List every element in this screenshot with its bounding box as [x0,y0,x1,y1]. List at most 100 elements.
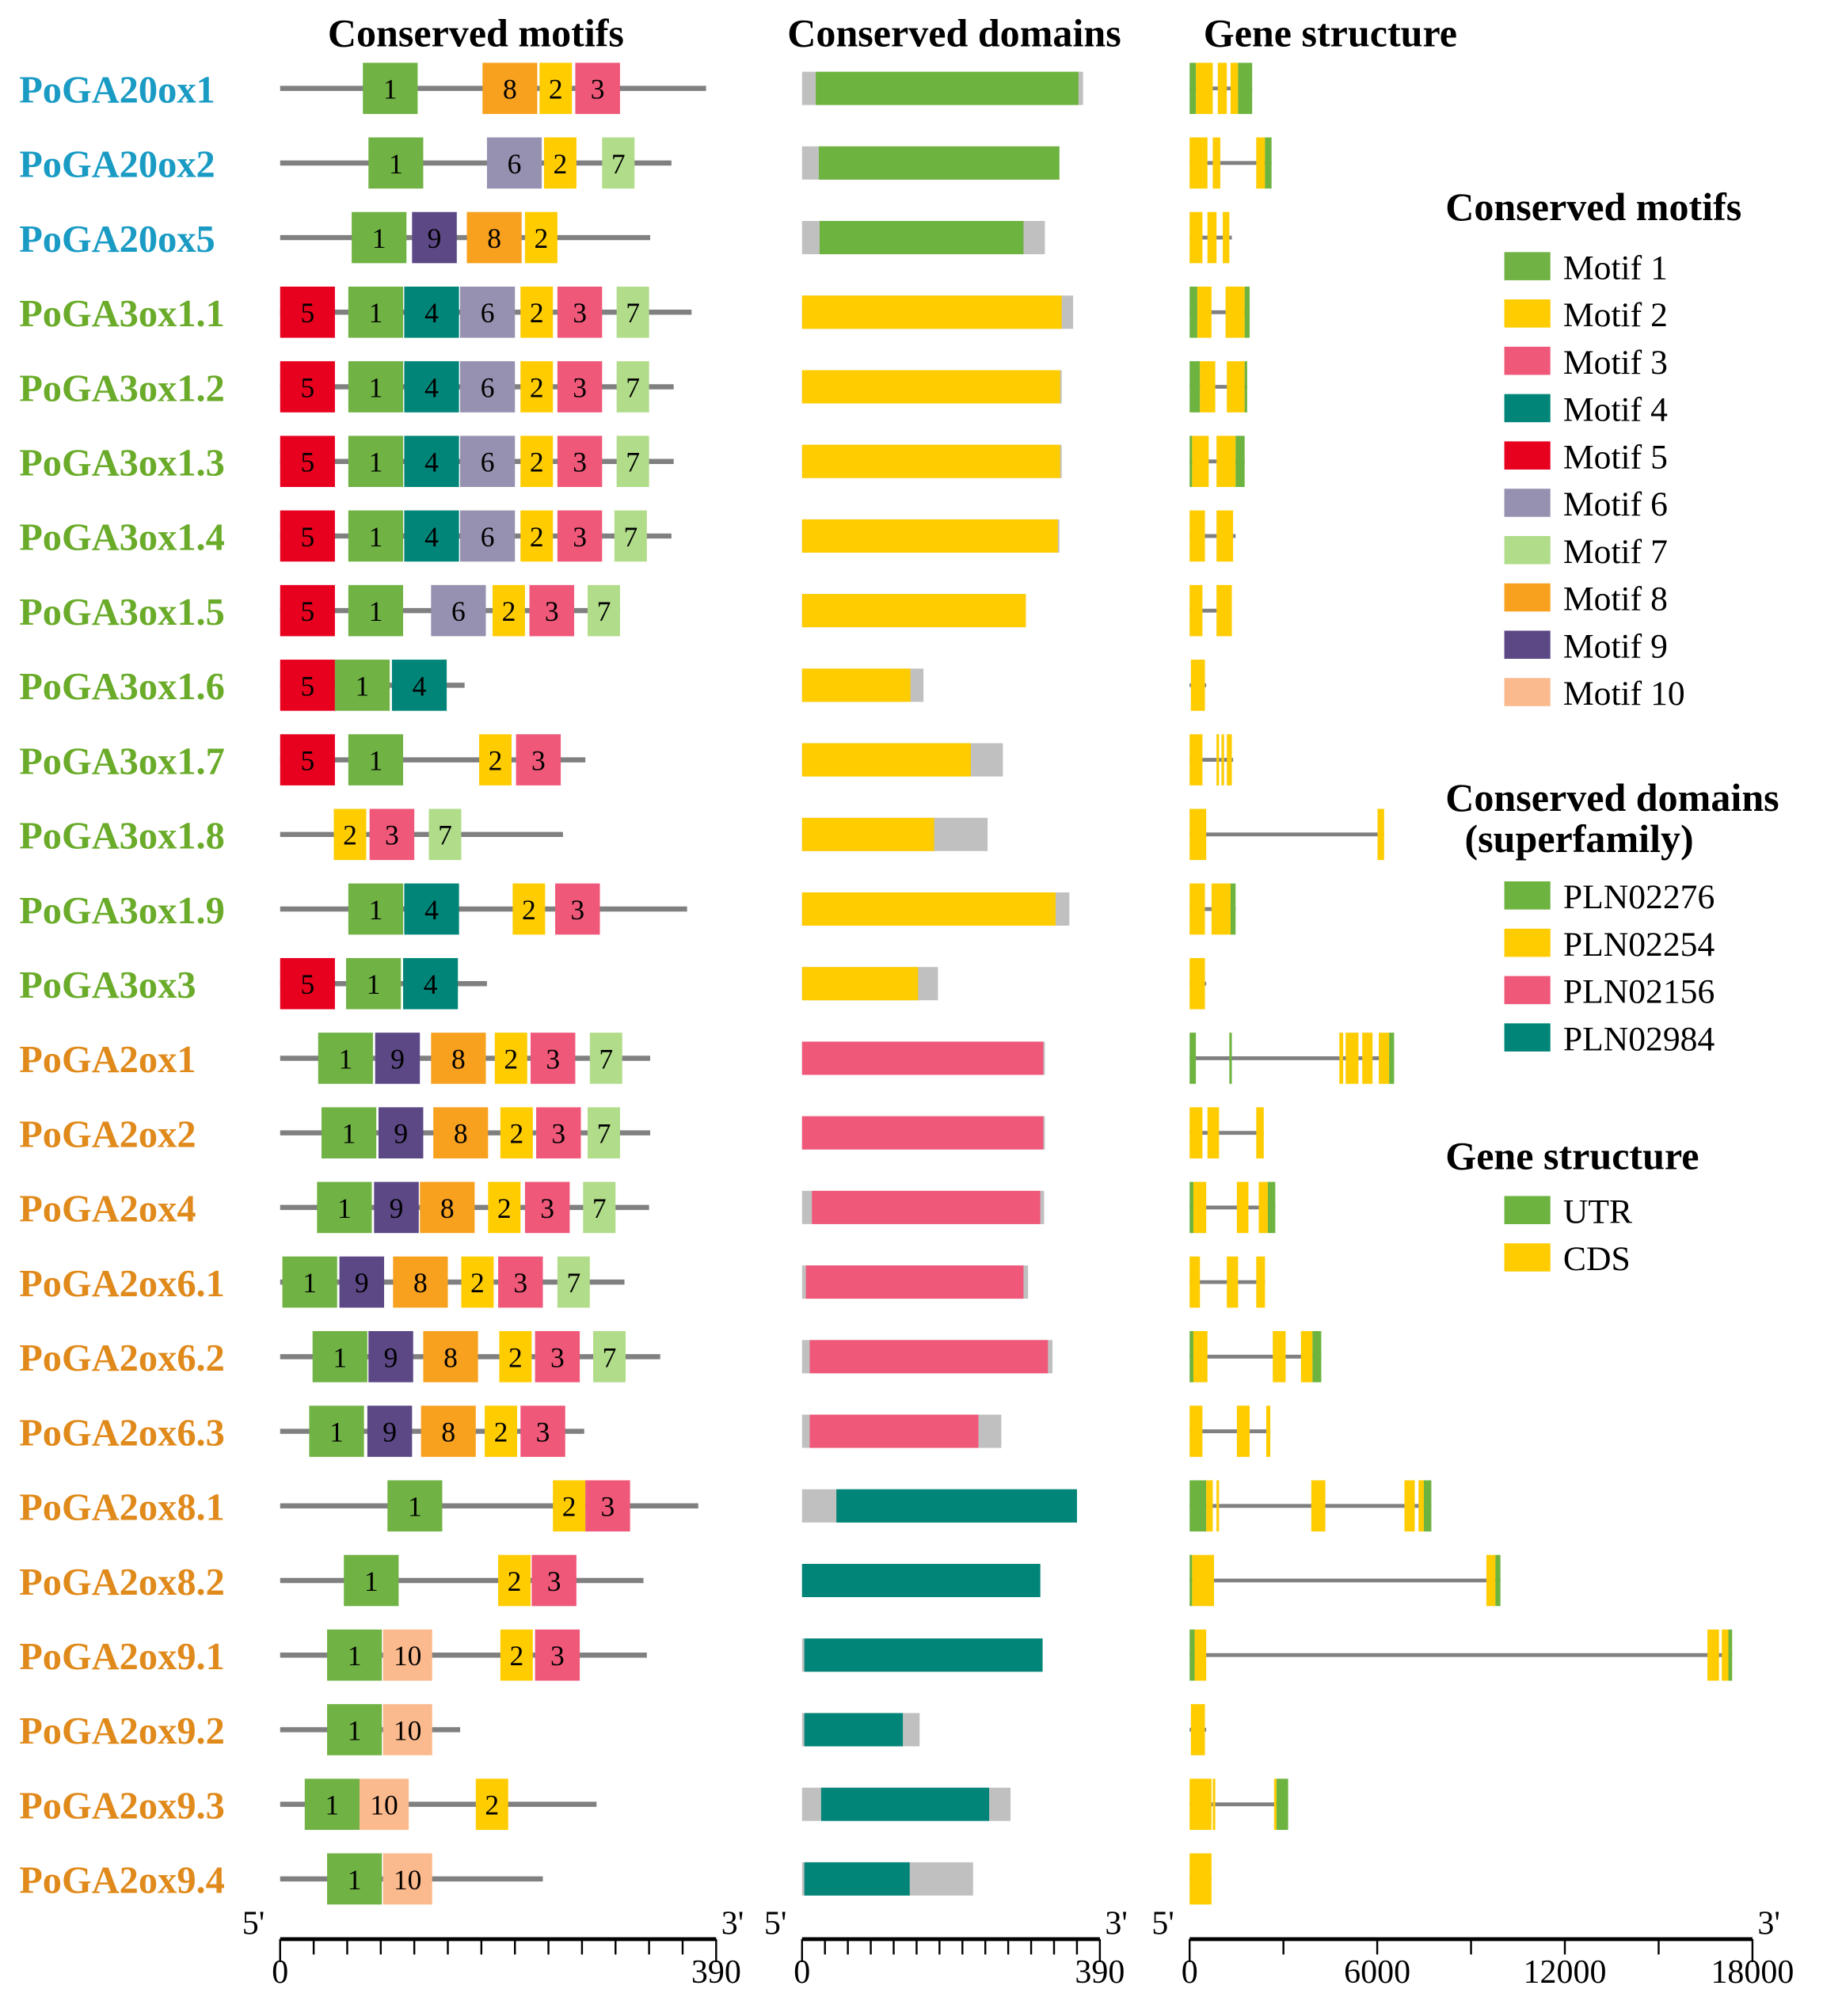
motif-label: 2 [562,1491,577,1523]
domain-track [801,1563,1041,1597]
motif-label: 1 [383,74,398,105]
tick-label: 0 [272,1954,288,1991]
gene-row: PoGA3ox1.2 5 1 4 6 2 3 7 [19,361,1247,413]
legend-swatch-motif-4 [1504,394,1551,423]
motif-box-6 [460,510,516,562]
gene-row: PoGA3ox1.9 1 4 2 3 [19,883,1236,935]
cds-segment [1189,211,1203,264]
legend-swatch-motif-7 [1504,535,1551,565]
gene-name: PoGA3ox1.4 [19,517,225,559]
gene-row: PoGA3ox1.7 5 1 2 3 [19,734,1234,785]
tick-label: 0 [1182,1954,1198,1991]
gene-structure-track [1189,1107,1264,1158]
motif-box-1 [348,584,404,637]
cds-segment [1189,1107,1203,1158]
motif-track: 1 4 2 3 [280,883,687,935]
cds-segment [1227,1256,1239,1308]
gene-name: PoGA2ox9.1 [19,1636,225,1678]
domain-track [801,295,1074,329]
motif-label: 3 [531,745,546,777]
gene-row: PoGA2ox9.1 1 10 2 3 [19,1629,1733,1681]
motif-box-5 [280,436,335,488]
utr-segment [1189,63,1197,114]
utr-segment [1244,286,1250,338]
motif-label: 8 [454,1118,468,1150]
gene-row: PoGA20ox1 1 8 2 3 [19,63,1253,114]
gene-name: PoGA20ox2 [19,144,215,186]
legend-label: Motif 1 [1563,249,1668,287]
domain-PLN02984 [836,1489,1077,1523]
gene-row: PoGA20ox5 1 9 8 2 [19,211,1232,264]
motif-box-1 [309,1405,364,1457]
gene-row: PoGA2ox8.1 1 2 3 [19,1480,1432,1532]
motif-box-2 [494,1033,527,1084]
gene-name: PoGA3ox1.5 [19,591,225,633]
motif-label: 3 [545,595,559,627]
motif-label: 2 [489,745,503,777]
legend-label: PLN02254 [1563,926,1715,964]
motif-label: 2 [508,1565,522,1597]
gene-structure-track [1189,1033,1395,1084]
legend-label: PLN02984 [1563,1020,1715,1058]
cds-segment [1216,436,1236,488]
legend-swatch-motif-9 [1504,630,1551,660]
utr-segment [1229,1033,1232,1084]
legend-title-structure: Gene structure [1445,1134,1699,1178]
gene-row: PoGA3ox1.8 2 3 7 [19,808,1384,861]
motif-box-7 [428,808,462,861]
motif-box-1 [348,883,404,935]
gene-structure-track [1189,584,1232,637]
gene-name: PoGA2ox9.4 [19,1860,225,1902]
legend-swatch-motif-8 [1504,583,1551,612]
motif-label: 9 [394,1118,408,1150]
motif-label: 2 [509,1118,523,1150]
motif-label: 7 [611,148,626,180]
motif-label: 1 [367,968,381,1000]
utr-segment [1728,1629,1733,1681]
motif-box-2 [500,1629,533,1681]
three-prime-label: 3' [1105,1905,1128,1942]
motif-track: 5 1 4 [280,660,465,711]
domain-PLN02254 [801,668,911,702]
motif-label: 3 [573,447,587,478]
gene-row: PoGA3ox1.5 5 1 6 2 3 7 [19,584,1232,637]
motif-label: 6 [481,447,495,478]
motif-label: 10 [370,1790,398,1821]
cds-segment [1212,137,1220,189]
motif-label: 1 [369,595,383,627]
motif-axis: 0 390 5' 3' [242,1905,744,1990]
cds-segment [1189,808,1207,861]
motif-label: 3 [550,1341,565,1373]
motif-label: 5 [300,521,314,553]
domain-track [801,668,924,702]
motif-box-8 [420,1181,475,1234]
motif-label: 1 [348,1864,362,1896]
motif-label: 1 [348,1714,362,1746]
domain-track [801,519,1060,553]
motif-box-9 [339,1256,385,1308]
motif-box-3 [557,286,603,338]
header-gene-structure: Gene structure [1204,10,1457,55]
motif-box-3 [498,1256,543,1308]
five-prime-label: 5' [1151,1905,1174,1942]
legend-label: Motif 8 [1563,580,1668,618]
gene-structure-track [1189,1778,1288,1830]
motif-label: 2 [497,1192,512,1224]
motif-box-3 [557,510,603,562]
motif-label: 1 [369,371,383,403]
motif-box-6 [460,361,516,413]
motif-box-7 [616,361,649,413]
motif-box-2 [512,883,546,935]
motif-box-5 [280,957,335,1010]
motif-box-2 [520,361,554,413]
gene-name: PoGA3ox1.7 [19,740,225,782]
domain-PLN02156 [809,1414,979,1448]
three-prime-label: 3' [721,1905,744,1942]
cds-segment [1216,510,1234,562]
